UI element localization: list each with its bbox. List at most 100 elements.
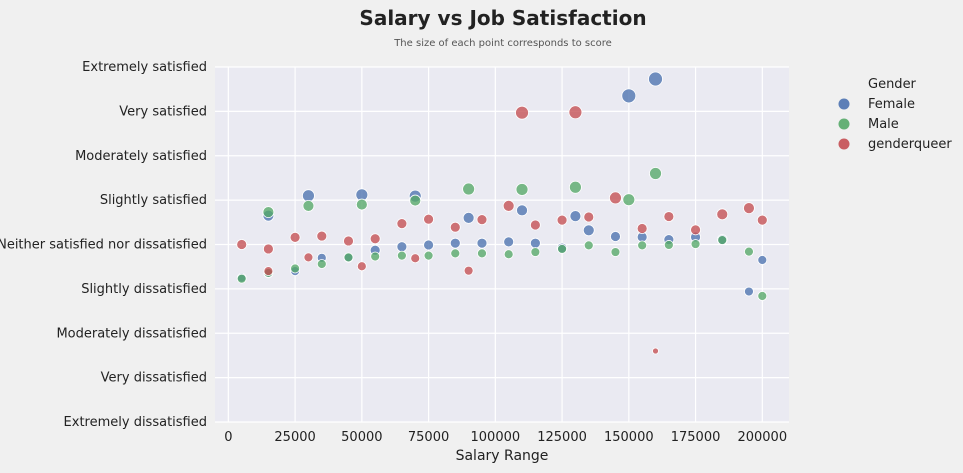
- x-axis-label: Salary Range: [456, 448, 549, 464]
- data-point: [503, 236, 515, 248]
- data-point: [449, 237, 461, 249]
- x-tick-label: 175000: [671, 430, 721, 445]
- data-point: [663, 240, 674, 250]
- data-point: [502, 199, 515, 212]
- data-point: [757, 255, 768, 265]
- data-point: [716, 208, 729, 221]
- legend-label: Male: [868, 117, 899, 132]
- data-point: [516, 204, 528, 217]
- data-point: [717, 235, 728, 245]
- x-tick-label: 75000: [408, 430, 449, 445]
- data-point: [236, 239, 248, 250]
- y-tick-label: Very dissatisfied: [101, 371, 207, 386]
- x-tick-label: 25000: [274, 430, 315, 445]
- data-point: [355, 198, 368, 211]
- data-point: [557, 244, 567, 254]
- data-point: [621, 88, 637, 104]
- legend: Gender Female Male genderqueer: [838, 77, 952, 152]
- data-point: [529, 237, 541, 249]
- data-point: [556, 214, 568, 226]
- data-point: [757, 291, 768, 301]
- y-tick-label: Slightly dissatisfied: [81, 282, 207, 297]
- data-point: [396, 250, 407, 261]
- x-tick-label: 0: [224, 430, 232, 445]
- data-point: [316, 230, 328, 242]
- legend-marker: [838, 138, 850, 150]
- data-point: [610, 231, 621, 242]
- x-tick-label: 50000: [341, 430, 382, 445]
- data-point: [690, 239, 701, 249]
- data-point: [303, 252, 314, 263]
- data-point: [423, 250, 434, 261]
- chart-title: Salary vs Job Satisfaction: [359, 6, 646, 30]
- legend-title: Gender: [868, 77, 917, 92]
- data-point: [316, 259, 327, 269]
- x-tick-labels: 0 25000 50000 75000 100000 125000 150000 175000…: [224, 430, 787, 445]
- legend-label: genderqueer: [868, 137, 952, 152]
- data-point: [529, 219, 541, 231]
- y-tick-label: Extremely satisfied: [82, 60, 207, 75]
- data-point: [477, 248, 487, 259]
- data-point: [396, 241, 408, 253]
- data-point: [289, 231, 301, 243]
- data-points: [236, 71, 768, 355]
- data-point: [610, 247, 621, 257]
- data-point: [636, 223, 648, 234]
- data-point: [583, 240, 594, 251]
- x-tick-label: 150000: [604, 430, 654, 445]
- data-point: [449, 221, 461, 233]
- data-point: [302, 189, 315, 203]
- y-tick-label: Moderately dissatisfied: [56, 326, 207, 341]
- data-point: [290, 263, 300, 274]
- x-tick-label: 200000: [737, 430, 787, 445]
- legend-label: Female: [868, 97, 915, 112]
- data-point: [744, 246, 754, 257]
- data-point: [756, 214, 768, 226]
- data-point: [476, 214, 488, 226]
- data-point: [652, 347, 659, 355]
- data-point: [649, 167, 662, 180]
- x-tick-label: 100000: [471, 430, 521, 445]
- data-point: [569, 180, 582, 194]
- data-point: [423, 239, 434, 251]
- data-point: [370, 251, 381, 262]
- data-point: [462, 211, 475, 224]
- data-point: [515, 183, 529, 196]
- data-point: [369, 233, 381, 245]
- data-point: [476, 237, 488, 249]
- chart-subtitle: The size of each point corresponds to sc…: [393, 38, 612, 49]
- y-tick-label: Slightly satisfied: [100, 193, 207, 208]
- data-point: [637, 240, 648, 251]
- x-tick-label: 125000: [537, 430, 587, 445]
- data-point: [582, 224, 595, 237]
- data-point: [343, 235, 354, 247]
- data-point: [409, 194, 422, 207]
- y-tick-label: Extremely dissatisfied: [64, 415, 207, 430]
- data-point: [463, 265, 474, 276]
- data-point: [263, 266, 274, 277]
- legend-marker: [838, 98, 850, 110]
- data-point: [462, 182, 476, 196]
- data-point: [743, 202, 755, 215]
- data-point: [744, 286, 754, 297]
- legend-marker: [838, 118, 850, 130]
- data-point: [302, 199, 315, 212]
- data-point: [568, 105, 583, 120]
- y-tick-labels: Extremely dissatisfied Very dissatisfied M…: [0, 60, 207, 430]
- data-point: [450, 248, 461, 259]
- y-tick-label: Neither satisfied nor dissatisfied: [0, 238, 207, 253]
- data-point: [609, 191, 622, 205]
- y-tick-label: Very satisfied: [119, 104, 207, 119]
- data-point: [356, 261, 367, 272]
- data-point: [236, 273, 247, 284]
- data-point: [622, 193, 636, 207]
- data-point: [262, 206, 275, 219]
- data-point: [343, 252, 354, 263]
- data-point: [648, 71, 663, 87]
- data-point: [262, 243, 274, 255]
- data-point: [569, 210, 582, 223]
- data-point: [583, 211, 595, 223]
- data-point: [423, 213, 434, 225]
- data-point: [515, 105, 529, 120]
